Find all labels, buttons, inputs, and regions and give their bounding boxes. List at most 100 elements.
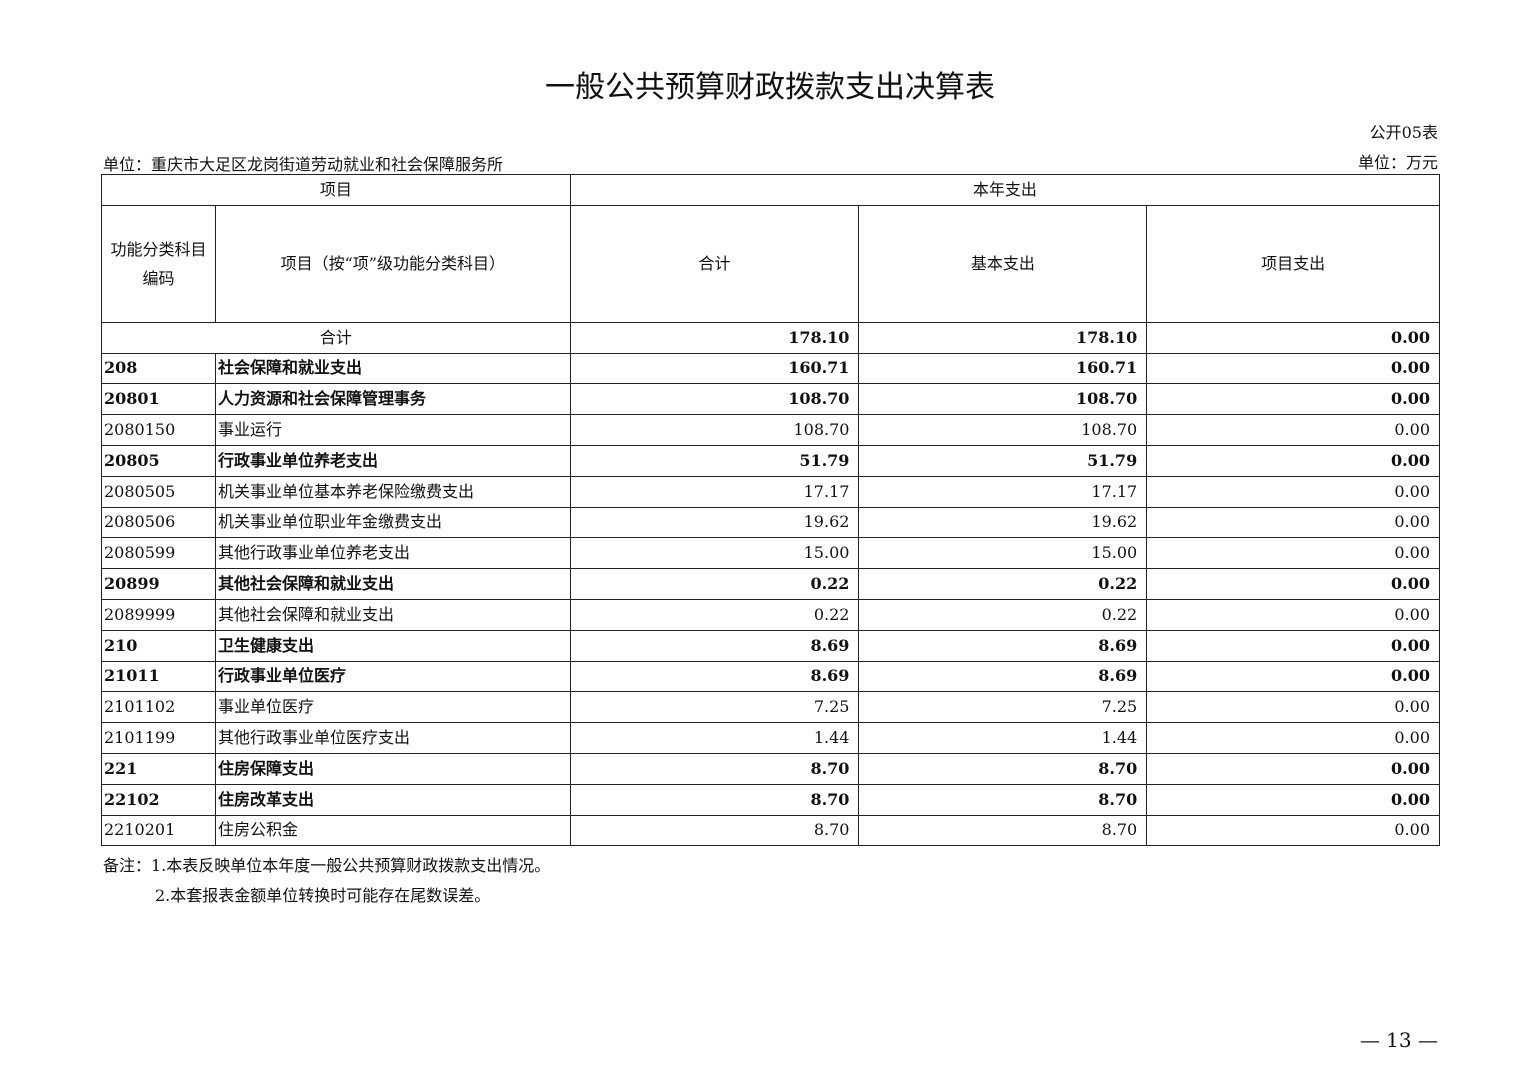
cell-total: 160.71 <box>569 352 860 385</box>
header-item: 项目 <box>101 174 571 206</box>
cell-project: 0.00 <box>1146 444 1440 477</box>
cell-total: 51.79 <box>569 444 860 477</box>
cell-code: 2080150 <box>101 414 216 446</box>
cell-basic: 108.70 <box>858 383 1148 416</box>
table-row: 2210201 住房公积金 8.70 8.70 0.00 <box>101 814 1440 847</box>
cell-basic: 8.70 <box>858 752 1148 785</box>
cell-total: 1.44 <box>569 722 860 754</box>
cell-total: 8.69 <box>569 660 860 693</box>
cell-name: 行政事业单位养老支出 <box>214 444 571 477</box>
total-label: 合计 <box>101 321 571 354</box>
cell-total: 108.70 <box>569 414 860 446</box>
cell-project: 0.00 <box>1146 752 1440 785</box>
cell-total: 108.70 <box>569 383 860 416</box>
cell-code: 208 <box>101 352 216 385</box>
cell-basic: 7.25 <box>858 691 1148 724</box>
cell-code: 221 <box>101 752 216 785</box>
cell-project: 0.00 <box>1146 352 1440 385</box>
cell-code: 22102 <box>101 783 216 816</box>
cell-name: 行政事业单位医疗 <box>214 660 571 693</box>
cell-basic: 160.71 <box>858 352 1148 385</box>
cell-name: 住房公积金 <box>214 814 571 847</box>
cell-name: 社会保障和就业支出 <box>214 352 571 385</box>
cell-basic: 51.79 <box>858 444 1148 477</box>
cell-code: 210 <box>101 629 216 662</box>
cell-code: 2089999 <box>101 598 216 631</box>
cell-project: 0.00 <box>1146 537 1440 570</box>
total-total: 178.10 <box>569 321 860 354</box>
table-row: 20899 其他社会保障和就业支出 0.22 0.22 0.00 <box>101 568 1440 600</box>
expenditure-table: 项目 本年支出 功能分类科目编码 项目（按“项”级功能分类科目） 合计 基本支出… <box>101 174 1441 847</box>
table-row: 2089999 其他社会保障和就业支出 0.22 0.22 0.00 <box>101 598 1440 631</box>
note-1: 备注：1.本表反映单位本年度一般公共预算财政拨款支出情况。 <box>103 856 551 875</box>
header-code: 功能分类科目编码 <box>101 204 216 323</box>
unit-currency: 单位：万元 <box>1357 153 1438 172</box>
table-row: 21011 行政事业单位医疗 8.69 8.69 0.00 <box>101 660 1440 693</box>
cell-total: 15.00 <box>569 537 860 570</box>
cell-project: 0.00 <box>1146 660 1440 693</box>
table-row: 20805 行政事业单位养老支出 51.79 51.79 0.00 <box>101 444 1440 477</box>
header-name: 项目（按“项”级功能分类科目） <box>214 204 571 323</box>
table-row: 221 住房保障支出 8.70 8.70 0.00 <box>101 752 1440 785</box>
header-total: 合计 <box>569 204 860 323</box>
table-row: 22102 住房改革支出 8.70 8.70 0.00 <box>101 783 1440 816</box>
table-row: 20801 人力资源和社会保障管理事务 108.70 108.70 0.00 <box>101 383 1440 416</box>
cell-basic: 0.22 <box>858 568 1148 600</box>
cell-name: 事业单位医疗 <box>214 691 571 724</box>
cell-code: 21011 <box>101 660 216 693</box>
table-row: 2080150 事业运行 108.70 108.70 0.00 <box>101 414 1440 446</box>
table-row: 2101102 事业单位医疗 7.25 7.25 0.00 <box>101 691 1440 724</box>
cell-code: 2080505 <box>101 475 216 508</box>
notes: 备注：1.本表反映单位本年度一般公共预算财政拨款支出情况。 2.本套报表金额单位… <box>103 851 550 911</box>
cell-name: 事业运行 <box>214 414 571 446</box>
cell-basic: 8.69 <box>858 629 1148 662</box>
table-row: 208 社会保障和就业支出 160.71 160.71 0.00 <box>101 352 1440 385</box>
header-project: 项目支出 <box>1146 204 1440 323</box>
cell-basic: 108.70 <box>858 414 1148 446</box>
cell-project: 0.00 <box>1146 598 1440 631</box>
cell-total: 0.22 <box>569 568 860 600</box>
cell-name: 人力资源和社会保障管理事务 <box>214 383 571 416</box>
cell-code: 2101199 <box>101 722 216 754</box>
cell-project: 0.00 <box>1146 783 1440 816</box>
unit-organization: 单位：重庆市大足区龙岗街道劳动就业和社会保障服务所 <box>103 155 504 174</box>
form-number: 公开05表 <box>1369 123 1438 142</box>
cell-basic: 8.69 <box>858 660 1148 693</box>
header-basic: 基本支出 <box>858 204 1148 323</box>
cell-name: 其他社会保障和就业支出 <box>214 568 571 600</box>
cell-name: 住房改革支出 <box>214 783 571 816</box>
cell-code: 20805 <box>101 444 216 477</box>
table-row: 2101199 其他行政事业单位医疗支出 1.44 1.44 0.00 <box>101 722 1440 754</box>
cell-total: 19.62 <box>569 506 860 539</box>
cell-project: 0.00 <box>1146 414 1440 446</box>
cell-basic: 15.00 <box>858 537 1148 570</box>
cell-name: 住房保障支出 <box>214 752 571 785</box>
cell-total: 8.70 <box>569 752 860 785</box>
note-2: 2.本套报表金额单位转换时可能存在尾数误差。 <box>155 886 491 905</box>
header-year-expense: 本年支出 <box>569 174 1441 206</box>
cell-basic: 19.62 <box>858 506 1148 539</box>
total-row: 合计 178.10 178.10 0.00 <box>101 321 1440 354</box>
cell-name: 卫生健康支出 <box>214 629 571 662</box>
header-row-group: 项目 本年支出 <box>101 174 1441 206</box>
total-basic: 178.10 <box>858 321 1148 354</box>
cell-code: 2080506 <box>101 506 216 539</box>
cell-project: 0.00 <box>1146 691 1440 724</box>
table-row: 2080506 机关事业单位职业年金缴费支出 19.62 19.62 0.00 <box>101 506 1440 539</box>
cell-code: 20801 <box>101 383 216 416</box>
cell-total: 17.17 <box>569 475 860 508</box>
cell-total: 8.69 <box>569 629 860 662</box>
cell-name: 机关事业单位基本养老保险缴费支出 <box>214 475 571 508</box>
cell-basic: 8.70 <box>858 814 1148 847</box>
cell-total: 8.70 <box>569 783 860 816</box>
table-row: 2080505 机关事业单位基本养老保险缴费支出 17.17 17.17 0.00 <box>101 475 1440 508</box>
page-number: — 13 — <box>1359 1028 1438 1052</box>
total-project: 0.00 <box>1146 321 1440 354</box>
header-row-columns: 功能分类科目编码 项目（按“项”级功能分类科目） 合计 基本支出 项目支出 <box>101 204 1440 323</box>
table-row: 210 卫生健康支出 8.69 8.69 0.00 <box>101 629 1440 662</box>
page-title: 一般公共预算财政拨款支出决算表 <box>545 70 995 105</box>
cell-name: 其他行政事业单位养老支出 <box>214 537 571 570</box>
cell-project: 0.00 <box>1146 506 1440 539</box>
cell-project: 0.00 <box>1146 568 1440 600</box>
cell-basic: 0.22 <box>858 598 1148 631</box>
